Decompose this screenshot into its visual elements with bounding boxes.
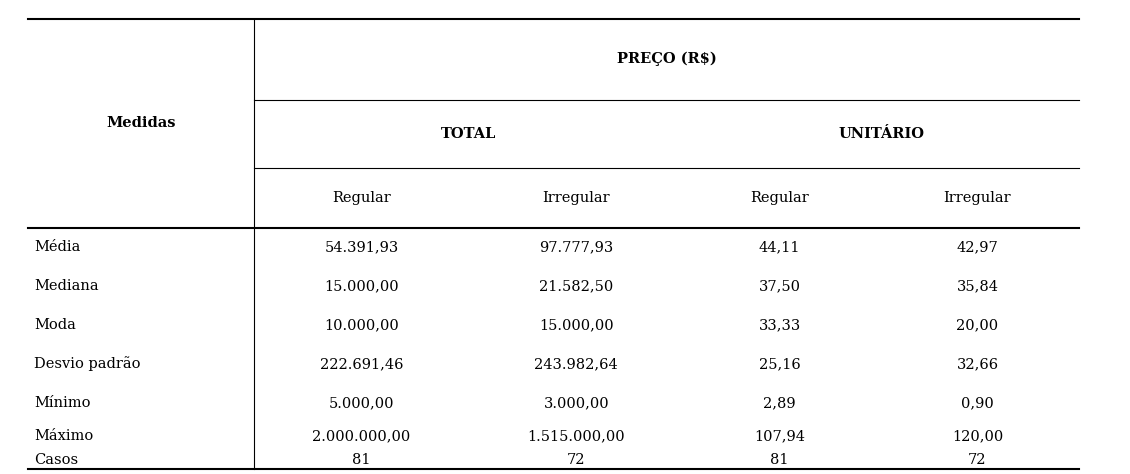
Text: 25,16: 25,16 xyxy=(759,357,800,371)
Text: 120,00: 120,00 xyxy=(951,429,1003,443)
Text: 21.582,50: 21.582,50 xyxy=(539,279,614,293)
Text: 0,90: 0,90 xyxy=(962,396,993,410)
Text: 37,50: 37,50 xyxy=(758,279,801,293)
Text: Irregular: Irregular xyxy=(542,191,610,205)
Text: 3.000,00: 3.000,00 xyxy=(544,396,609,410)
Text: 15.000,00: 15.000,00 xyxy=(324,279,399,293)
Text: Mediana: Mediana xyxy=(34,279,98,293)
Text: 10.000,00: 10.000,00 xyxy=(324,318,399,332)
Text: TOTAL: TOTAL xyxy=(441,127,497,141)
Text: 81: 81 xyxy=(771,453,789,466)
Text: 1.515.000,00: 1.515.000,00 xyxy=(528,429,625,443)
Text: 20,00: 20,00 xyxy=(956,318,999,332)
Text: 97.777,93: 97.777,93 xyxy=(539,240,614,254)
Text: UNITÁRIO: UNITÁRIO xyxy=(838,127,924,141)
Text: 107,94: 107,94 xyxy=(754,429,806,443)
Text: 5.000,00: 5.000,00 xyxy=(329,396,394,410)
Text: 2,89: 2,89 xyxy=(764,396,796,410)
Text: Média: Média xyxy=(34,240,80,254)
Text: Moda: Moda xyxy=(34,318,76,332)
Text: Regular: Regular xyxy=(750,191,809,205)
Text: Medidas: Medidas xyxy=(106,116,176,130)
Text: Casos: Casos xyxy=(34,453,78,466)
Text: 44,11: 44,11 xyxy=(759,240,800,254)
Text: 243.982,64: 243.982,64 xyxy=(534,357,618,371)
Text: 54.391,93: 54.391,93 xyxy=(324,240,399,254)
Text: Máximo: Máximo xyxy=(34,429,93,443)
Text: 32,66: 32,66 xyxy=(956,357,999,371)
Text: 72: 72 xyxy=(567,453,585,466)
Text: 2.000.000,00: 2.000.000,00 xyxy=(313,429,410,443)
Text: Mínimo: Mínimo xyxy=(34,396,90,410)
Text: 222.691,46: 222.691,46 xyxy=(320,357,403,371)
Text: 81: 81 xyxy=(353,453,371,466)
Text: 33,33: 33,33 xyxy=(758,318,801,332)
Text: 35,84: 35,84 xyxy=(956,279,999,293)
Text: 15.000,00: 15.000,00 xyxy=(539,318,614,332)
Text: Regular: Regular xyxy=(332,191,391,205)
Text: Irregular: Irregular xyxy=(944,191,1011,205)
Text: 72: 72 xyxy=(968,453,986,466)
Text: 42,97: 42,97 xyxy=(957,240,998,254)
Text: Desvio padrão: Desvio padrão xyxy=(34,356,140,372)
Text: PREÇO (R$): PREÇO (R$) xyxy=(617,52,716,66)
